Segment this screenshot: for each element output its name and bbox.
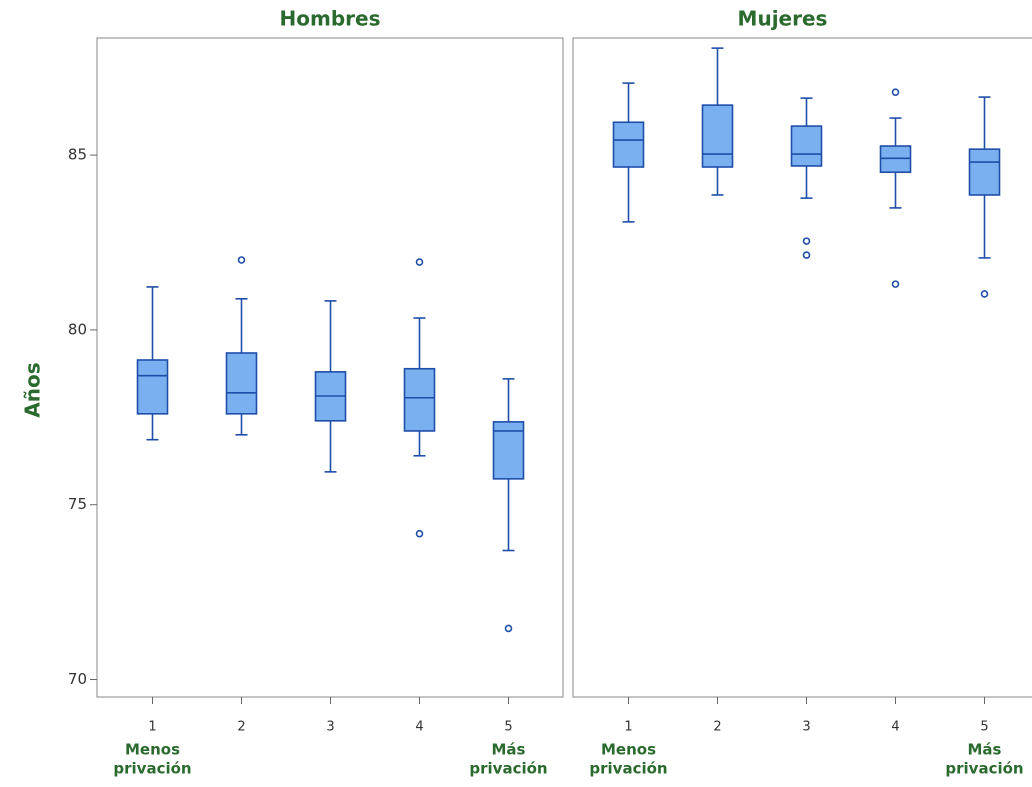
outlier — [504, 624, 513, 633]
x-tick-label: 1 — [148, 720, 156, 735]
y-tick-label: 75 — [68, 495, 87, 513]
box — [879, 145, 912, 174]
x-tick-label: 4 — [415, 720, 423, 735]
box — [968, 148, 1001, 196]
x-tick-label: 2 — [237, 720, 245, 735]
box — [136, 359, 169, 415]
x-tick-label: 5 — [980, 720, 988, 735]
annotation: privación — [589, 760, 667, 778]
annotation: privación — [945, 760, 1023, 778]
outlier — [237, 256, 246, 264]
x-tick-label: 1 — [624, 720, 632, 735]
annotation: privación — [469, 760, 547, 778]
x-tick-label: 3 — [802, 720, 810, 735]
y-axis-label: Años — [21, 362, 45, 417]
annotation: privación — [113, 760, 191, 778]
y-tick-label: 70 — [68, 670, 87, 688]
outlier — [415, 258, 424, 266]
outlier — [415, 529, 424, 538]
outlier — [802, 237, 811, 245]
annotation: Menos — [125, 741, 180, 759]
outlier — [891, 88, 900, 96]
x-tick-label: 3 — [326, 720, 334, 735]
x-tick-label: 5 — [504, 720, 512, 735]
x-tick-label: 4 — [891, 720, 899, 735]
box — [790, 125, 823, 167]
annotation: Menos — [601, 741, 656, 759]
box — [612, 121, 645, 168]
outlier — [891, 280, 900, 288]
outlier — [980, 290, 989, 298]
box — [225, 352, 258, 415]
box — [701, 104, 734, 168]
y-tick-label: 80 — [68, 320, 87, 338]
panel-title: Mujeres — [738, 7, 828, 31]
annotation: Más — [968, 741, 1002, 759]
box — [403, 367, 436, 432]
y-tick-label: 85 — [68, 146, 87, 164]
annotation: Más — [492, 741, 526, 759]
x-tick-label: 2 — [713, 720, 721, 735]
outlier — [802, 251, 811, 259]
panel-title: Hombres — [280, 7, 381, 31]
